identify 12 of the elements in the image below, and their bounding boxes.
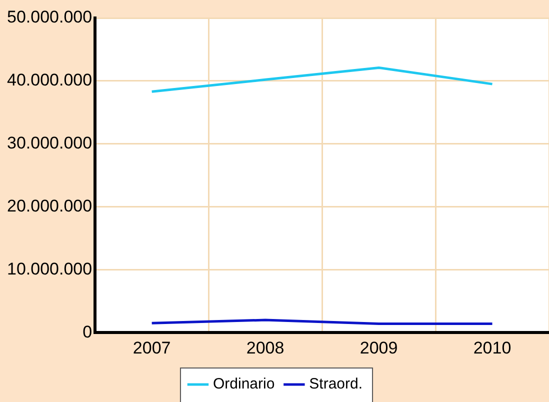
y-tick-label: 40.000.000 [6,70,92,90]
x-tick-label: 2008 [246,338,284,358]
legend-label: Straord. [309,376,363,393]
legend-label: Ordinario [212,376,275,393]
y-tick-label: 10.000.000 [6,259,92,278]
x-tick-label: 2009 [360,338,398,358]
y-tick-label: 30.000.000 [6,134,92,153]
y-tick-label: 0 [82,322,92,342]
x-tick-label: 2010 [473,338,512,358]
y-tick-label: 50.000.000 [6,8,92,27]
y-tick-label: 20.000.000 [6,196,92,216]
x-tick-label: 2007 [132,338,171,358]
